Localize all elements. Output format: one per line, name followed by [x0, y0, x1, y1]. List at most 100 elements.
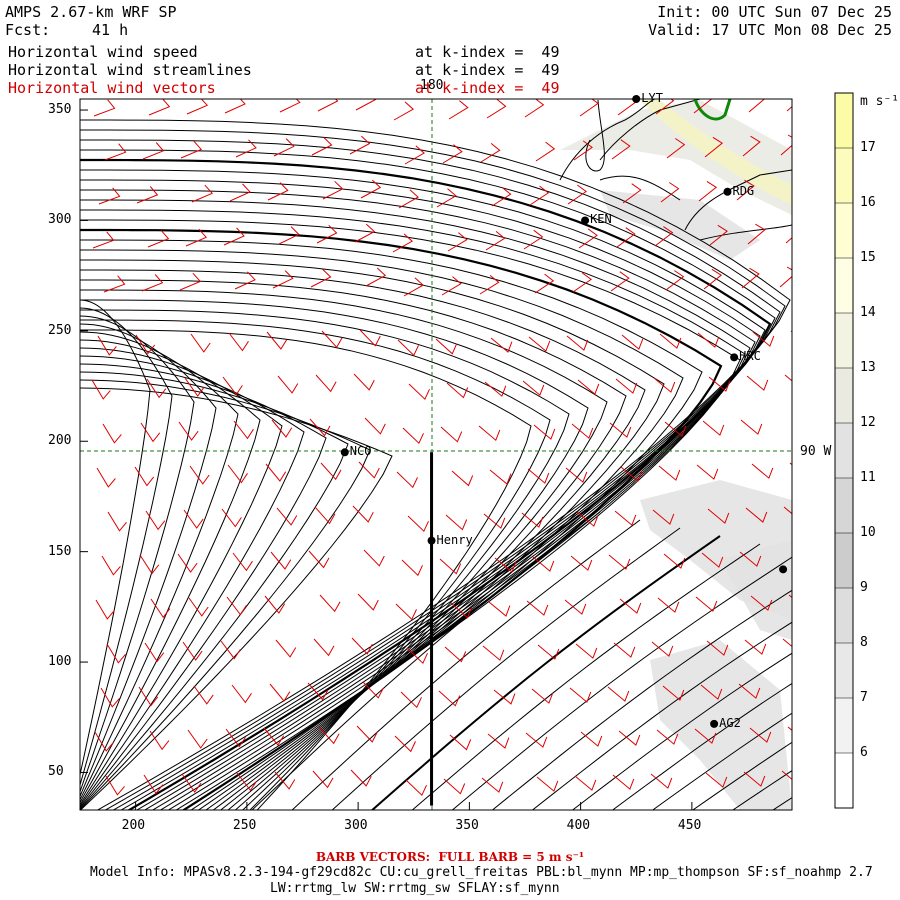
- wind-barb: [612, 774, 635, 790]
- terrain-contour: [699, 224, 792, 241]
- wind-barb: [656, 729, 679, 745]
- wind-barb: [318, 726, 340, 745]
- colorbar-label: 17: [860, 140, 876, 155]
- wind-barb: [407, 515, 429, 533]
- colorbar-label: 13: [860, 360, 876, 375]
- wind-barb: [267, 182, 289, 201]
- wind-barb: [349, 135, 371, 155]
- wind-barb: [312, 770, 334, 789]
- wind-barb: [795, 551, 816, 565]
- wind-barb: [142, 142, 165, 160]
- wind-barb: [177, 553, 198, 573]
- wind-barb: [790, 330, 792, 333]
- streamline: [80, 355, 305, 807]
- wind-barb: [708, 376, 731, 392]
- wind-barb: [275, 639, 297, 658]
- wind-barb: [182, 641, 203, 661]
- station-label: Henry: [436, 532, 473, 547]
- wind-barb: [608, 554, 631, 570]
- station-label: LYT: [641, 91, 663, 105]
- station-dot: [427, 536, 436, 545]
- wind-barb: [91, 379, 111, 400]
- wind-barb: [227, 464, 248, 484]
- wind-barb: [565, 467, 588, 483]
- station-dot: [779, 565, 788, 574]
- field-name-speed: Horizontal wind speed: [8, 43, 198, 61]
- streamline: [80, 129, 786, 810]
- wind-barb: [225, 728, 246, 748]
- colorbar-segment: [835, 698, 853, 754]
- streamline: [80, 299, 589, 810]
- wind-barb: [319, 594, 341, 613]
- streamline: [331, 527, 681, 810]
- wind-barb: [573, 140, 593, 161]
- wind-barb: [660, 182, 680, 203]
- wind-barb: [528, 336, 551, 352]
- wind-barb: [524, 99, 545, 118]
- wind-barb: [317, 99, 339, 112]
- streamline: [370, 535, 721, 810]
- streamline: [850, 632, 900, 812]
- terrain-contour: [585, 99, 605, 172]
- streamline: [80, 139, 781, 810]
- wind-barb: [609, 422, 632, 438]
- wind-barb: [446, 382, 469, 399]
- station-markers: [340, 95, 788, 728]
- wind-barb: [607, 686, 630, 702]
- wind-barb: [701, 552, 724, 568]
- wind-barb: [150, 598, 171, 619]
- colorbar-label: 10: [860, 525, 876, 540]
- wind-barb: [736, 179, 755, 201]
- wind-barb: [611, 139, 631, 160]
- wind-barb: [782, 638, 792, 648]
- x-tick-label: 200: [121, 818, 146, 833]
- field-level-streamlines: at k-index = 49: [415, 61, 560, 79]
- wind-barb: [664, 421, 687, 437]
- streamline: [80, 339, 261, 804]
- wind-barb: [487, 733, 510, 749]
- wind-barb: [569, 687, 592, 703]
- streamline: [651, 712, 792, 810]
- wind-barb: [141, 274, 164, 292]
- streamline: [80, 307, 173, 787]
- wind-barb: [439, 558, 462, 575]
- wind-barb: [703, 268, 723, 290]
- wind-barb: [362, 681, 384, 699]
- wind-barb: [620, 466, 643, 482]
- speed-shade-area: [600, 190, 760, 260]
- wind-barb: [575, 643, 598, 659]
- wind-barb: [393, 101, 415, 121]
- wind-barb: [580, 731, 603, 747]
- y-tick-label: 150: [48, 543, 72, 559]
- wind-barb: [525, 732, 548, 748]
- wind-barb: [397, 339, 419, 357]
- wind-barb: [441, 276, 462, 296]
- y-tick-label: 350: [48, 102, 72, 118]
- speed-max-area: [640, 100, 792, 205]
- meridian-label: 180: [420, 78, 444, 93]
- init-time: Init: 00 UTC Sun 07 Dec 25: [657, 3, 892, 21]
- wind-barb: [483, 513, 506, 529]
- wind-barb: [277, 375, 299, 394]
- streamline: [411, 543, 761, 810]
- wind-barb: [359, 329, 381, 347]
- wind-barb: [697, 332, 720, 348]
- wind-barb: [279, 99, 301, 113]
- wind-barb: [694, 728, 717, 744]
- wind-barb: [138, 686, 159, 707]
- wind-barb: [149, 730, 170, 751]
- station-label: HRC: [739, 349, 761, 364]
- streamline: [571, 652, 792, 810]
- colorbar-segment: [835, 643, 853, 699]
- wind-barb: [360, 179, 382, 199]
- wind-barb: [655, 99, 675, 115]
- wind-barb: [482, 645, 505, 661]
- field-name-vectors: Horizontal wind vectors: [8, 79, 216, 97]
- wind-barb: [403, 277, 424, 297]
- wind-barb: [181, 773, 202, 793]
- x-tick-label: 300: [344, 818, 368, 833]
- station-label: AG2: [719, 715, 741, 730]
- wind-barb: [274, 771, 296, 790]
- wind-barb: [658, 465, 681, 481]
- streamline: [80, 347, 283, 806]
